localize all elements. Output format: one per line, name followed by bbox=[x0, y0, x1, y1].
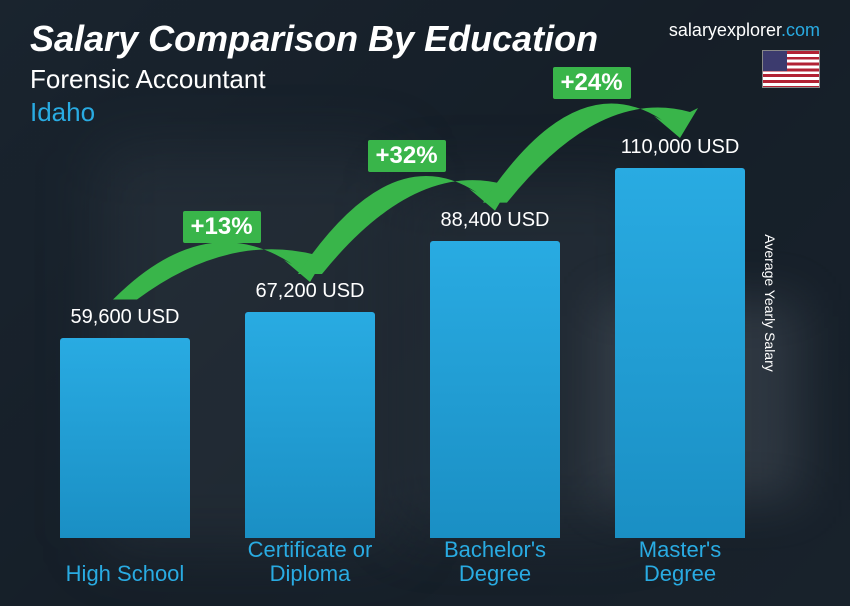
flag-canton bbox=[763, 51, 787, 71]
bar-chart: 59,600 USDHigh School67,200 USDCertifica… bbox=[60, 136, 790, 586]
brand-suffix: .com bbox=[781, 20, 820, 40]
flag-icon bbox=[762, 50, 820, 88]
increase-pct-badge: +24% bbox=[553, 67, 631, 99]
header: Salary Comparison By Education Forensic … bbox=[30, 18, 598, 128]
chart-subtitle: Forensic Accountant bbox=[30, 64, 598, 95]
increase-arrow-icon bbox=[60, 136, 790, 586]
brand-main: salaryexplorer bbox=[669, 20, 781, 40]
brand-logo: salaryexplorer.com bbox=[669, 20, 820, 41]
chart-region: Idaho bbox=[30, 97, 598, 128]
chart-title: Salary Comparison By Education bbox=[30, 18, 598, 60]
